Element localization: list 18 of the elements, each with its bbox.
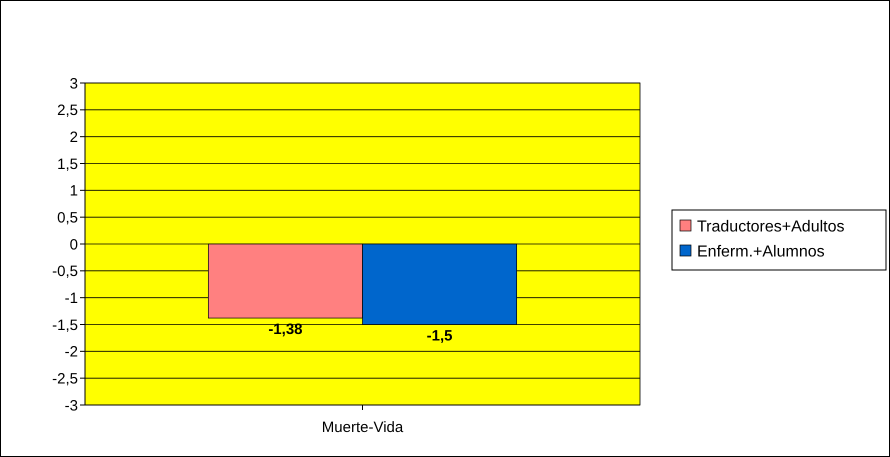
legend-label: Traductores+Adultos xyxy=(697,218,844,236)
data-label: -1,5 xyxy=(426,328,453,344)
y-tick-label: -0,5 xyxy=(52,263,78,280)
y-tick-label: -2 xyxy=(64,344,78,361)
legend-label: Enferm.+Alumnos xyxy=(697,244,825,261)
data-label: -1,38 xyxy=(268,321,303,338)
y-tick-label: 0,5 xyxy=(57,209,78,226)
y-tick-label: -1,5 xyxy=(52,316,78,334)
y-tick-label: 2 xyxy=(70,128,78,146)
y-tick-label: 1 xyxy=(70,182,78,200)
y-tick-label: 1,5 xyxy=(57,156,78,173)
x-tick-label: Muerte-Vida xyxy=(322,419,404,436)
y-tick-label: -2,5 xyxy=(52,370,78,388)
y-tick-label: -3 xyxy=(64,397,78,414)
y-tick-label: 0 xyxy=(70,236,78,254)
y-tick-label: 2,5 xyxy=(57,102,78,120)
y-tick-label: 3 xyxy=(70,75,78,92)
y-tick-label: -1 xyxy=(64,290,78,307)
